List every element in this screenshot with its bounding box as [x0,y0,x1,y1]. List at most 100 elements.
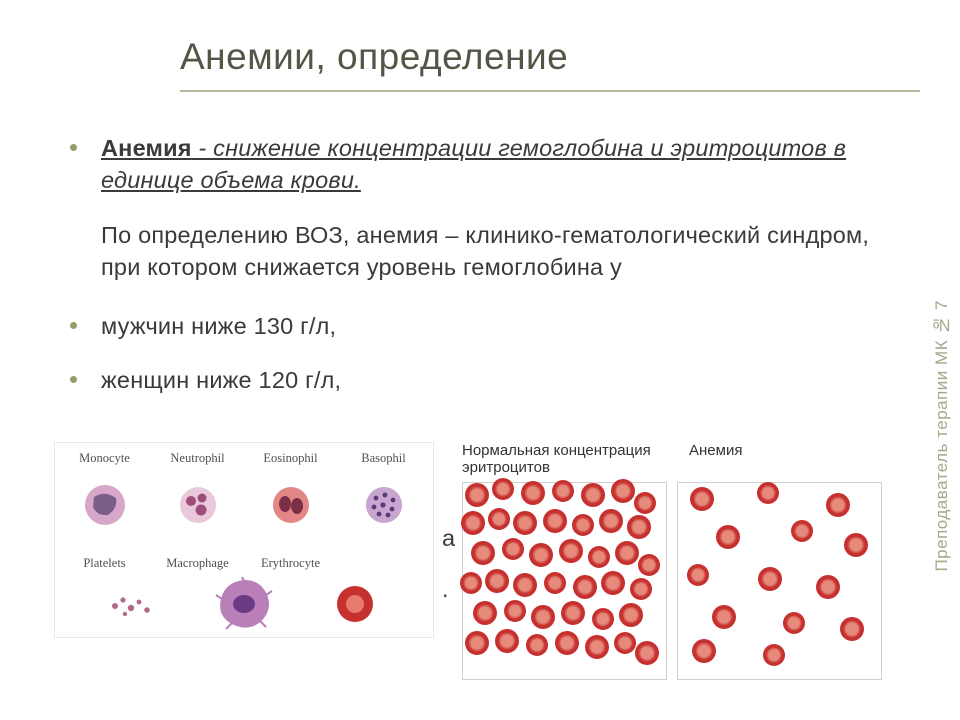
bullet-dot-icon [70,322,77,329]
rbc-normal-box [462,482,667,680]
men-threshold: мужчин ниже 130 г/л, [70,310,900,342]
rbc-cell-icon [544,572,566,594]
rbc-cell-icon [471,541,495,565]
rbc-cell-icon [561,601,585,625]
rbc-cell-icon [634,492,656,514]
title-region: Анемии, определение [180,36,900,92]
cell-erythrocyte [310,577,400,631]
rbc-cell-icon [619,603,643,627]
rbc-cell-icon [581,483,605,507]
rbc-cell-icon [485,569,509,593]
rbc-cell-icon [473,601,497,625]
label-basophil: Basophil [340,451,427,466]
who-definition-text: По определению ВОЗ, анемия – клинико-гем… [101,219,900,284]
cell-platelets [88,577,178,631]
rbc-cell-icon [492,478,514,500]
rbc-cell-icon [757,482,779,504]
rbc-compare-panel: Нормальная концентрация эритроцитов Анем… [462,442,892,681]
illustration-row: Monocyte Neutrophil Eosinophil Basophil [54,442,892,681]
definition-text: Анемия - снижение концентрации гемоглоби… [101,132,900,197]
rbc-cell-icon [488,508,510,530]
rbc-cell-icon [555,631,579,655]
slide: Анемии, определение Анемия - снижение ко… [0,0,960,720]
rbc-cell-icon [572,514,594,536]
rbc-cell-icon [460,572,482,594]
label-platelets: Platelets [61,556,148,571]
rbc-cell-icon [716,525,740,549]
rbc-cell-icon [840,617,864,641]
rbc-cell-icon [465,631,489,655]
definition-tail: - снижение концентрации гемоглобина и эр… [101,135,846,193]
rbc-cell-icon [495,629,519,653]
label-eosinophil: Eosinophil [247,451,334,466]
basophil-icon [363,484,405,526]
label-monocyte: Monocyte [61,451,148,466]
erythrocyte-icon [333,582,377,626]
who-definition: По определению ВОЗ, анемия – клинико-гем… [70,219,900,284]
rbc-cell-icon [791,520,813,542]
rbc-cell-icon [630,578,652,600]
rbc-cell-icon [543,509,567,533]
men-threshold-text: мужчин ниже 130 г/л, [101,310,336,342]
rbc-headings: Нормальная концентрация эритроцитов Анем… [462,442,892,477]
rbc-cell-icon [465,483,489,507]
rbc-cell-icon [690,487,714,511]
cell-monocyte [61,478,148,532]
heading-anemia: Анемия [677,442,892,477]
neutrophil-icon [177,484,219,526]
rbc-cell-icon [599,509,623,533]
rbc-cell-icon [614,632,636,654]
cell-basophil [340,478,427,532]
cell-row-2 [61,577,427,631]
rbc-cell-icon [559,539,583,563]
rbc-cell-icon [552,480,574,502]
rbc-cell-icon [461,511,485,535]
label-neutrophil: Neutrophil [154,451,241,466]
rbc-cell-icon [816,575,840,599]
definition-headword: Анемия [101,135,192,161]
label-macrophage: Macrophage [154,556,241,571]
rbc-cell-icon [687,564,709,586]
women-threshold: женщин ниже 120 г/л, [70,364,900,396]
rbc-cell-icon [844,533,868,557]
rbc-cell-icon [504,600,526,622]
rbc-anemia-box [677,482,882,680]
rbc-cell-icon [502,538,524,560]
blood-cell-types-panel: Monocyte Neutrophil Eosinophil Basophil [54,442,434,638]
platelets-icon [103,584,163,624]
heading-normal: Нормальная концентрация эритроцитов [462,442,677,477]
rbc-cell-icon [611,479,635,503]
bullet-dot-icon [70,376,77,383]
rbc-cell-icon [592,608,614,630]
content: Анемия - снижение концентрации гемоглоби… [70,132,900,397]
rbc-cell-icon [588,546,610,568]
cell-macrophage [199,577,289,631]
slide-title: Анемии, определение [180,36,900,78]
monocyte-icon [82,482,128,528]
rbc-cell-icon [627,515,651,539]
rbc-cell-icon [826,493,850,517]
rbc-cell-icon [513,511,537,535]
side-caption: Преподаватель терапии МК № 7 [932,300,952,572]
rbc-panels [462,482,892,680]
rbc-cell-icon [758,567,782,591]
rbc-cell-icon [585,635,609,659]
bullet-dot-icon [70,144,77,151]
label-erythrocyte: Erythrocyte [247,556,334,571]
rbc-cell-icon [521,481,545,505]
rbc-cell-icon [615,541,639,565]
definition-bullet: Анемия - снижение концентрации гемоглоби… [70,132,900,197]
rbc-cell-icon [573,575,597,599]
cell-grid: Monocyte Neutrophil Eosinophil Basophil [61,451,427,571]
macrophage-icon [214,577,274,631]
title-underline [180,90,920,92]
cell-neutrophil [154,478,241,532]
rbc-cell-icon [513,573,537,597]
rbc-cell-icon [763,644,785,666]
women-threshold-text: женщин ниже 120 г/л, [101,364,341,396]
rbc-cell-icon [531,605,555,629]
rbc-cell-icon [529,543,553,567]
rbc-cell-icon [635,641,659,665]
rbc-cell-icon [526,634,548,656]
rbc-cell-icon [783,612,805,634]
